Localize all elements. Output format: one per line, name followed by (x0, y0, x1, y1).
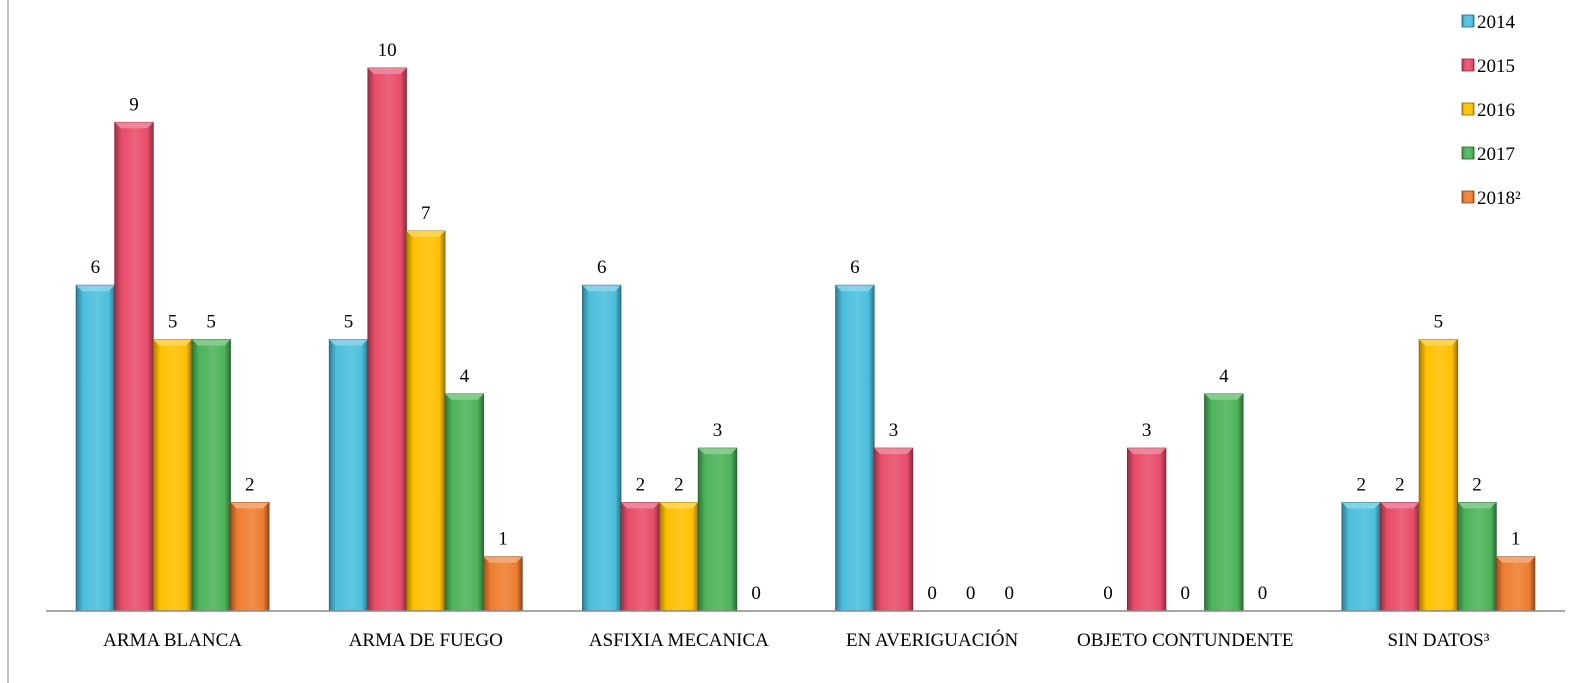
bar-bevel (698, 448, 737, 455)
bar-bevel (114, 122, 154, 129)
legend-swatch (1461, 58, 1475, 72)
legend-label: 2018² (1477, 188, 1521, 209)
data-label: 0 (966, 583, 976, 604)
bar (114, 121, 154, 612)
bar (328, 339, 369, 612)
data-label: 1 (1511, 529, 1521, 550)
bar-bevel (329, 339, 368, 346)
data-label: 2 (1472, 474, 1482, 495)
bar (835, 284, 875, 612)
data-label: 0 (927, 583, 937, 604)
category-label: EN AVERIGUACIÓN (846, 629, 1019, 651)
data-label: 1 (498, 529, 508, 550)
bar-bevel (76, 285, 115, 292)
data-label: 6 (597, 257, 607, 278)
data-label: 0 (1005, 583, 1015, 604)
data-label: 0 (751, 583, 761, 604)
category-label: SIN DATOS³ (1387, 630, 1489, 651)
bar-bevel (1419, 339, 1458, 346)
bar-bevel (483, 556, 523, 563)
data-label: 4 (460, 366, 470, 387)
legend-swatch (1461, 146, 1475, 160)
category-label: ARMA BLANCA (103, 630, 242, 651)
data-label: 5 (168, 312, 178, 333)
data-label: 2 (1356, 474, 1366, 495)
bar-bevel (1380, 502, 1420, 509)
bar-bevel (1127, 448, 1166, 455)
category-labels-group: ARMA BLANCA ARMA DE FUEGO ASFIXIA MECANICA… (103, 629, 1490, 651)
bar (444, 393, 485, 612)
bar (1457, 501, 1497, 612)
data-label: 2 (1395, 474, 1405, 495)
bar (75, 284, 116, 612)
bar-bevel (1341, 502, 1381, 509)
legend-swatch (1461, 14, 1475, 28)
legend-swatch (1461, 190, 1475, 204)
bar (1418, 339, 1459, 612)
bar (367, 67, 407, 612)
bar (1341, 501, 1381, 612)
data-labels-group: 6 9 5 5 2 5 10 7 4 1 6 2 2 3 0 6 3 0 0 0 0 3 0 4 0 2 2 5 2 1 (91, 40, 1521, 604)
bar-bevel (1204, 393, 1244, 400)
bar-bevel (191, 339, 231, 346)
data-label: 5 (206, 312, 216, 333)
bar (659, 501, 699, 612)
legend: 2014 2015 2016 2017 2018² (1461, 12, 1521, 209)
bar (152, 339, 193, 612)
bar-bevel (367, 68, 407, 74)
bar-bevel (445, 393, 484, 400)
bars-group (75, 67, 1536, 612)
data-label: 4 (1219, 366, 1229, 387)
bar (406, 230, 446, 612)
legend-label: 2017 (1477, 144, 1515, 165)
data-label: 2 (245, 474, 255, 495)
data-label: 10 (378, 40, 397, 61)
bar-bevel (659, 502, 699, 509)
data-label: 3 (889, 420, 899, 441)
category-label: ARMA DE FUEGO (349, 630, 503, 651)
legend-label: 2016 (1477, 100, 1515, 121)
data-label: 2 (636, 474, 646, 495)
data-label: 3 (713, 420, 723, 441)
legend-label: 2014 (1477, 12, 1516, 33)
bar-bevel (406, 230, 446, 237)
bar (697, 447, 738, 612)
data-label: 6 (850, 257, 860, 278)
bar (873, 447, 914, 612)
bar-bevel (230, 502, 270, 509)
data-label: 0 (1103, 583, 1113, 604)
legend-swatch (1461, 102, 1475, 116)
data-label: 2 (674, 474, 684, 495)
category-label: ASFIXIA MECANICA (589, 630, 769, 651)
bar (620, 501, 661, 612)
bar-bevel (835, 285, 875, 292)
bar (483, 556, 523, 612)
bar-bevel (874, 448, 913, 455)
bar (1380, 501, 1420, 612)
data-label: 6 (91, 257, 101, 278)
bar (582, 284, 622, 612)
data-label: 5 (344, 312, 354, 333)
bar (230, 501, 270, 612)
data-label: 7 (421, 203, 431, 224)
category-label: OBJETO CONTUNDENTE (1077, 630, 1294, 651)
bar-bevel (1457, 502, 1497, 509)
data-label: 0 (1258, 583, 1268, 604)
bar (1204, 393, 1244, 612)
bar (1495, 556, 1536, 612)
legend-label: 2015 (1477, 56, 1515, 77)
data-label: 9 (129, 94, 139, 115)
bar (1126, 447, 1167, 612)
bar-bevel (1496, 556, 1535, 563)
bar-bevel (582, 285, 622, 292)
bar (191, 339, 231, 612)
data-label: 3 (1142, 420, 1152, 441)
data-label: 5 (1434, 312, 1444, 333)
data-label: 0 (1181, 583, 1191, 604)
bar-bevel (621, 502, 660, 509)
bar-bevel (153, 339, 192, 346)
